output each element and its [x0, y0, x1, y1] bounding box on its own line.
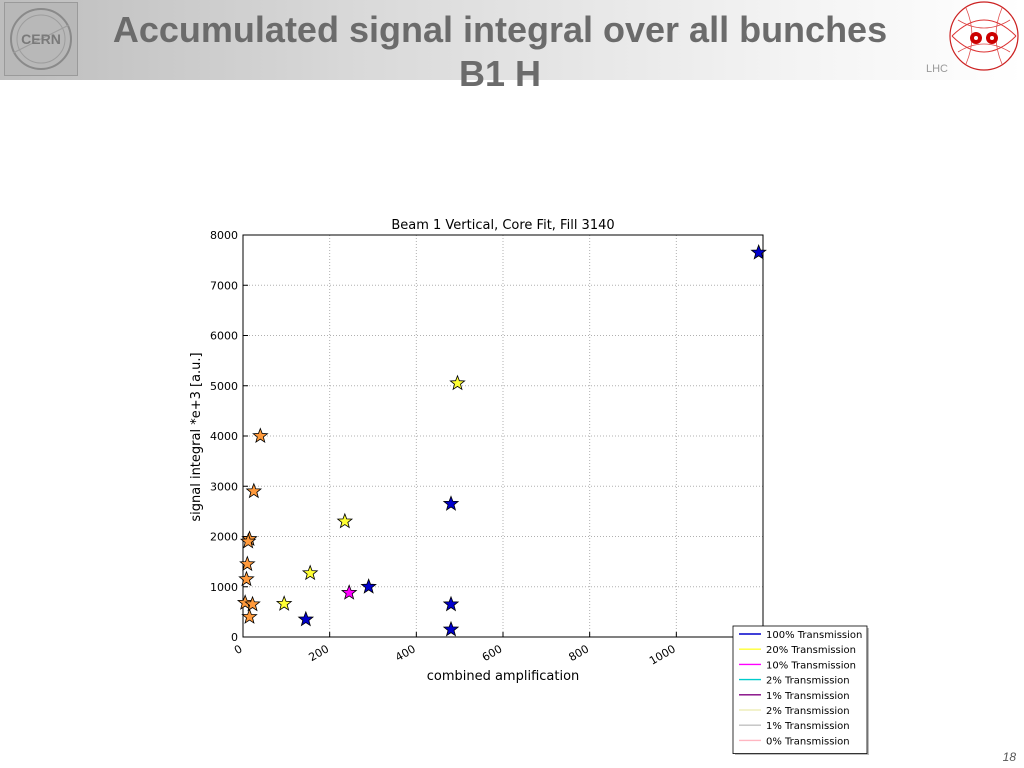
x-tick-label: 400 [393, 642, 418, 664]
y-tick-label: 5000 [210, 380, 238, 393]
y-tick-label: 7000 [210, 279, 238, 292]
y-tick-label: 3000 [210, 480, 238, 493]
legend-entry-label: 0% Transmission [766, 736, 850, 747]
y-tick-label: 0 [231, 631, 238, 644]
legend-entry-label: 20% Transmission [766, 645, 856, 656]
x-tick-label: 1000 [647, 642, 678, 667]
cern-logo: CERN [4, 2, 78, 76]
data-point-star [244, 595, 261, 612]
legend-entry-label: 100% Transmission [766, 630, 862, 641]
x-tick-label: 800 [566, 642, 591, 664]
page-number: 18 [1002, 750, 1016, 764]
legend-entry-label: 10% Transmission [766, 660, 856, 671]
x-tick-label: 200 [306, 642, 331, 664]
data-point-star [750, 243, 767, 260]
data-point-star [442, 595, 460, 612]
legend-entry-label: 1% Transmission [766, 721, 850, 732]
lhc-logo [930, 0, 1024, 80]
y-tick-label: 4000 [210, 430, 238, 443]
data-point-star [252, 427, 269, 443]
legend-entry-label: 2% Transmission [766, 676, 850, 687]
legend-entry-label: 1% Transmission [766, 691, 850, 702]
y-tick-label: 1000 [210, 581, 238, 594]
y-tick-label: 8000 [210, 229, 238, 242]
y-tick-label: 6000 [210, 330, 238, 343]
data-point-star [449, 374, 466, 391]
data-point-star [241, 608, 258, 624]
data-point-star [340, 584, 358, 600]
header-bar [0, 0, 1024, 80]
data-point-star [238, 570, 255, 587]
x-tick-label: 600 [480, 642, 505, 664]
data-point-star [245, 482, 263, 499]
scatter-chart: Beam 1 Vertical, Core Fit, Fill 3140 0 10… [189, 218, 869, 756]
slide-title: Accumulated signal integral over all bun… [112, 9, 888, 94]
x-tick-label: 0 [232, 642, 245, 657]
data-point-star [239, 555, 256, 572]
data-point-star [275, 595, 293, 611]
y-axis-label: signal integral *e+3 [a.u.] [189, 352, 204, 521]
data-point-star [442, 495, 460, 511]
x-axis-label: combined amplification [427, 669, 580, 684]
cern-logo-text: CERN [21, 31, 61, 47]
data-point-star [301, 564, 319, 581]
chart-title: Beam 1 Vertical, Core Fit, Fill 3140 [391, 218, 614, 233]
chart: Beam 1 Vertical, Core Fit, Fill 3140 0 10… [180, 210, 880, 756]
data-point-star [336, 512, 354, 529]
y-axis-ticks: 0 1000 2000 3000 4000 5000 6000 7000 8000 [210, 229, 248, 644]
data-point-star [442, 620, 460, 637]
legend-entry-label: 2% Transmission [766, 706, 850, 717]
lhc-label: LHC [926, 63, 949, 75]
data-point-star [297, 610, 315, 627]
y-tick-label: 2000 [210, 531, 238, 544]
data-point-star [360, 578, 377, 594]
data-point-star [239, 532, 257, 549]
chart-grid [242, 234, 763, 638]
legend-box [732, 625, 868, 754]
legend: 100% Transmission 20% Transmission 10% Tra… [732, 625, 869, 756]
data-points [236, 243, 767, 637]
